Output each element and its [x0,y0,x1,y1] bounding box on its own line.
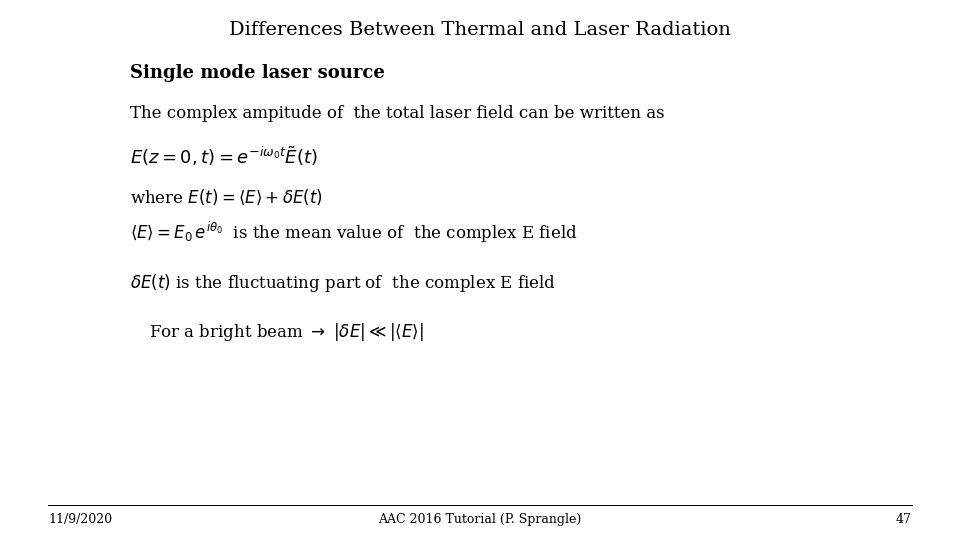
Text: The complex ampitude of  the total laser field can be written as: The complex ampitude of the total laser … [130,105,664,122]
Text: $\langle E\rangle = E_0\,e^{i\theta_0}$  is the mean value of  the complex E fie: $\langle E\rangle = E_0\,e^{i\theta_0}$ … [130,220,577,245]
Text: Differences Between Thermal and Laser Radiation: Differences Between Thermal and Laser Ra… [229,21,731,39]
Text: where $E(t) = \langle E\rangle + \delta E(t)$: where $E(t) = \langle E\rangle + \delta … [130,187,323,207]
Text: Single mode laser source: Single mode laser source [130,64,384,82]
Text: $\delta E(t)$ is the fluctuating part of  the complex E field: $\delta E(t)$ is the fluctuating part of… [130,273,556,294]
Text: 47: 47 [896,513,912,526]
Text: $E(z=0,t)=e^{-i\omega_0 t}\tilde{E}(t)$: $E(z=0,t)=e^{-i\omega_0 t}\tilde{E}(t)$ [130,145,317,168]
Text: AAC 2016 Tutorial (P. Sprangle): AAC 2016 Tutorial (P. Sprangle) [378,513,582,526]
Text: For a bright beam $\rightarrow$ $|\delta E| \ll |\langle E\rangle|$: For a bright beam $\rightarrow$ $|\delta… [149,321,423,343]
Text: 11/9/2020: 11/9/2020 [48,513,112,526]
